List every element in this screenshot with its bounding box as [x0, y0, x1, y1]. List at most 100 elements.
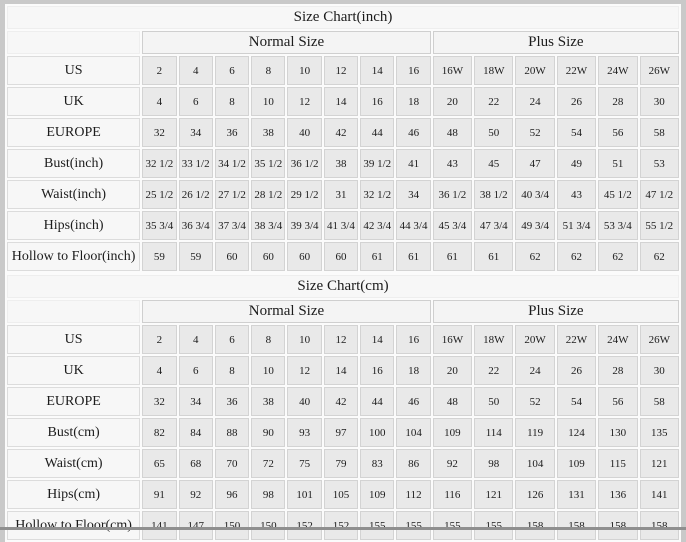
size-value-cell: 20W [515, 325, 555, 354]
size-value-cell: 60 [287, 242, 322, 271]
column-group-row: Normal Size Plus Size [7, 300, 679, 323]
size-value-cell: 115 [598, 449, 638, 478]
table-row: Hollow to Floor(cm) 141 147 150 150 152 152 155… [7, 511, 679, 540]
size-value-cell: 104 [396, 418, 431, 447]
row-label: Hips(cm) [7, 480, 141, 509]
size-value-cell: 82 [142, 418, 177, 447]
size-value-cell: 45 3/4 [432, 211, 473, 240]
size-value-cell: 92 [178, 480, 213, 509]
size-value-cell: 8 [214, 87, 250, 116]
size-value-cell: 43 [432, 149, 473, 178]
size-value-cell: 34 [178, 387, 213, 416]
row-label: UK [7, 87, 141, 116]
size-value-cell: 46 [396, 387, 431, 416]
size-value-cell: 65 [142, 449, 177, 478]
size-value-cell: 16 [360, 356, 395, 385]
size-value-cell: 4 [142, 87, 177, 116]
size-value-cell: 72 [251, 449, 286, 478]
size-value-cell: 62 [598, 242, 638, 271]
row-label: UK [7, 356, 141, 385]
size-value-cell: 41 [396, 149, 431, 178]
table-row: UK 4 6 8 10 12 14 16 18 20 22 24 26 28 30 [7, 356, 679, 385]
size-value-cell: 38 1/2 [474, 180, 514, 209]
size-value-cell: 8 [251, 56, 286, 85]
table-row: Hips(cm) 91 92 96 98 101 105 109 112 116 121 126 131… [7, 480, 679, 509]
size-value-cell: 104 [515, 449, 555, 478]
size-value-cell: 59 [178, 242, 213, 271]
table-row: Bust(inch) 32 1/2 33 1/2 34 1/2 35 1/2 36 1/2… [7, 149, 679, 178]
size-value-cell: 32 [142, 387, 177, 416]
size-value-cell: 18W [474, 325, 514, 354]
size-value-cell: 24W [598, 56, 638, 85]
size-value-cell: 70 [214, 449, 250, 478]
size-value-cell: 147 [178, 511, 213, 540]
size-value-cell: 26 1/2 [178, 180, 213, 209]
size-value-cell: 48 [432, 387, 473, 416]
row-label: Bust(inch) [7, 149, 141, 178]
size-value-cell: 6 [214, 56, 250, 85]
size-value-cell: 36 3/4 [178, 211, 213, 240]
table-title: Size Chart(inch) [7, 6, 679, 29]
size-value-cell: 158 [639, 511, 679, 540]
size-value-cell: 6 [178, 356, 213, 385]
size-value-cell: 60 [323, 242, 359, 271]
size-value-cell: 4 [178, 325, 213, 354]
size-value-cell: 26 [556, 356, 597, 385]
size-value-cell: 39 1/2 [360, 149, 395, 178]
size-value-cell: 26 [556, 87, 597, 116]
size-value-cell: 20 [432, 87, 473, 116]
size-value-cell: 52 [515, 118, 555, 147]
size-value-cell: 16W [432, 325, 473, 354]
size-value-cell: 48 [432, 118, 473, 147]
size-value-cell: 28 [598, 87, 638, 116]
size-value-cell: 30 [639, 356, 679, 385]
size-value-cell: 28 [598, 356, 638, 385]
size-value-cell: 24W [598, 325, 638, 354]
size-value-cell: 20 [432, 356, 473, 385]
size-value-cell: 58 [639, 118, 679, 147]
size-value-cell: 91 [142, 480, 177, 509]
size-value-cell: 16 [360, 87, 395, 116]
size-value-cell: 40 3/4 [515, 180, 555, 209]
size-value-cell: 32 [142, 118, 177, 147]
size-value-cell: 24 [515, 87, 555, 116]
size-value-cell: 44 3/4 [396, 211, 431, 240]
size-value-cell: 136 [598, 480, 638, 509]
size-value-cell: 39 3/4 [287, 211, 322, 240]
size-value-cell: 50 [474, 118, 514, 147]
size-value-cell: 150 [214, 511, 250, 540]
size-value-cell: 60 [251, 242, 286, 271]
row-label: EUROPE [7, 118, 141, 147]
plus-size-header: Plus Size [432, 300, 679, 323]
size-value-cell: 14 [360, 325, 395, 354]
size-value-cell: 47 1/2 [639, 180, 679, 209]
row-label: Waist(cm) [7, 449, 141, 478]
size-value-cell: 34 [396, 180, 431, 209]
size-value-cell: 18 [396, 356, 431, 385]
size-value-cell: 38 3/4 [251, 211, 286, 240]
size-value-cell: 61 [396, 242, 431, 271]
row-label: Hollow to Floor(inch) [7, 242, 141, 271]
size-value-cell: 79 [323, 449, 359, 478]
size-value-cell: 4 [142, 356, 177, 385]
size-value-cell: 152 [323, 511, 359, 540]
size-value-cell: 36 1/2 [287, 149, 322, 178]
size-value-cell: 88 [214, 418, 250, 447]
size-value-cell: 12 [287, 356, 322, 385]
size-value-cell: 56 [598, 118, 638, 147]
size-value-cell: 54 [556, 387, 597, 416]
row-label: Hollow to Floor(cm) [7, 511, 141, 540]
size-value-cell: 155 [432, 511, 473, 540]
size-value-cell: 98 [474, 449, 514, 478]
size-value-cell: 45 [474, 149, 514, 178]
size-value-cell: 2 [142, 56, 177, 85]
table-row: US 2 4 6 8 10 12 14 16 16W 18W 20W 22W 24W 26W [7, 325, 679, 354]
size-value-cell: 86 [396, 449, 431, 478]
size-value-cell: 29 1/2 [287, 180, 322, 209]
size-value-cell: 84 [178, 418, 213, 447]
size-value-cell: 44 [360, 387, 395, 416]
size-value-cell: 126 [515, 480, 555, 509]
size-value-cell: 83 [360, 449, 395, 478]
size-value-cell: 35 3/4 [142, 211, 177, 240]
size-value-cell: 101 [287, 480, 322, 509]
